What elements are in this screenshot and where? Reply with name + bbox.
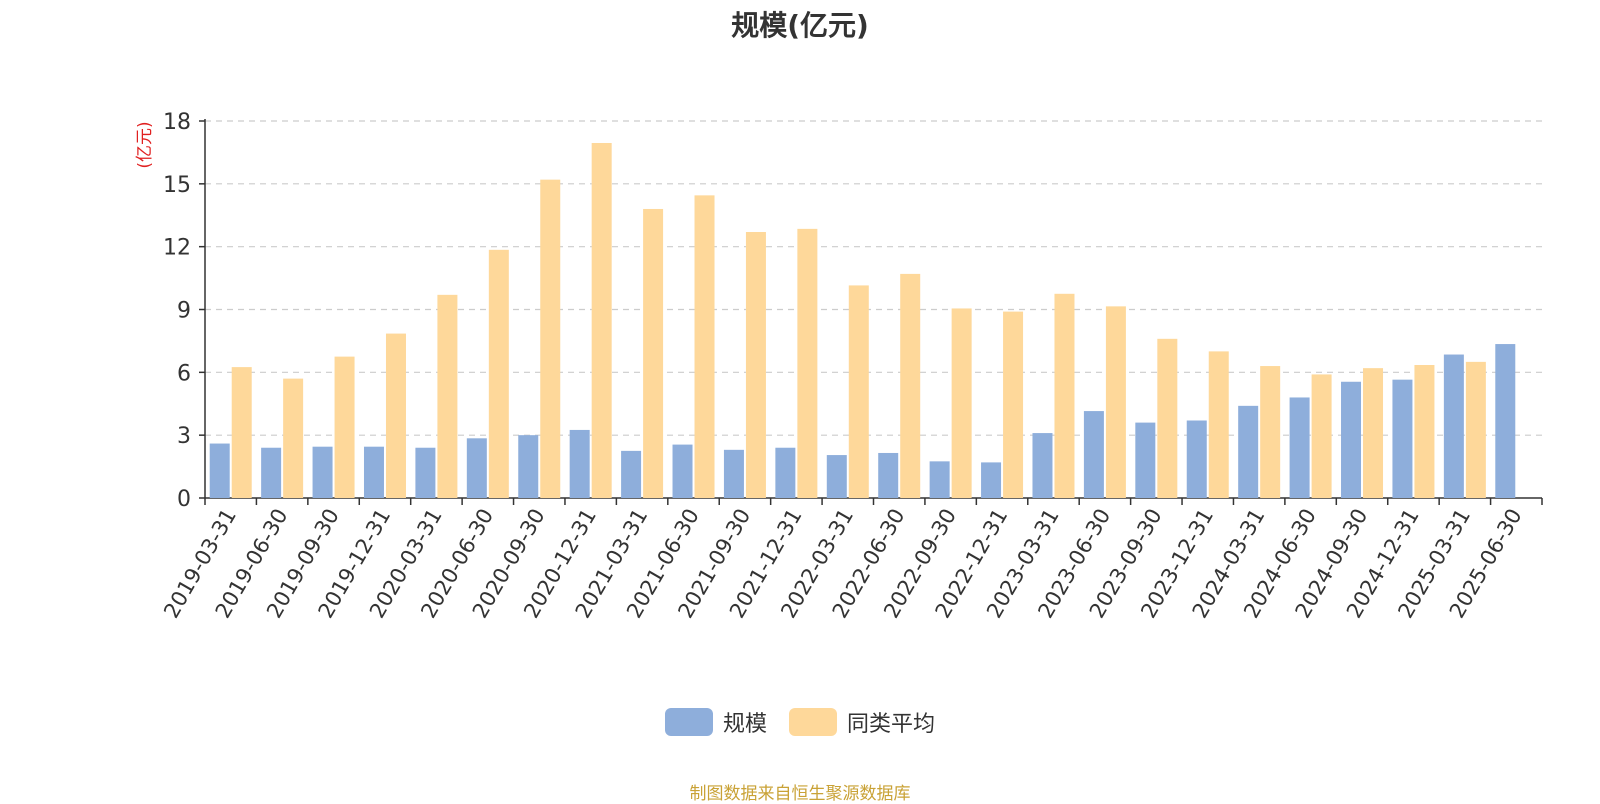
bar-scale-2025-06-30 xyxy=(1495,344,1516,498)
y-tick-label-0: 0 xyxy=(177,487,191,512)
bar-scale-2025-03-31 xyxy=(1443,354,1464,498)
y-tick-label-5: 15 xyxy=(163,173,191,198)
y-tick-label-6: 18 xyxy=(163,110,191,135)
bar-peer-average-2024-06-30 xyxy=(1311,374,1332,498)
y-tick-label-2: 6 xyxy=(177,361,191,386)
bar-peer-average-2020-12-31 xyxy=(591,142,612,498)
y-tick-label-4: 12 xyxy=(163,236,191,261)
bar-chart: 0369121518(亿元)2019-03-312019-06-302019-0… xyxy=(135,110,1543,622)
bar-scale-2020-12-31 xyxy=(569,429,590,498)
bar-peer-average-2023-06-30 xyxy=(1105,306,1126,498)
bar-peer-average-2019-09-30 xyxy=(334,356,355,498)
bar-peer-average-2023-12-31 xyxy=(1208,351,1229,498)
bar-peer-average-2019-06-30 xyxy=(283,378,304,498)
bar-scale-2022-09-30 xyxy=(929,461,950,498)
y-tick-label-1: 3 xyxy=(177,424,191,449)
bar-peer-average-2023-09-30 xyxy=(1157,338,1178,498)
bar-scale-2022-06-30 xyxy=(878,452,899,498)
bar-scale-2019-03-31 xyxy=(209,443,230,498)
bar-peer-average-2020-06-30 xyxy=(488,249,509,498)
bar-peer-average-2021-12-31 xyxy=(797,228,818,498)
bar-scale-2020-06-30 xyxy=(466,438,487,498)
bar-peer-average-2022-03-31 xyxy=(848,285,869,498)
legend-swatch-peer-average xyxy=(789,708,837,736)
bar-peer-average-2022-06-30 xyxy=(900,273,921,498)
bar-peer-average-2022-12-31 xyxy=(1003,311,1024,498)
chart-title: 规模(亿元) xyxy=(731,9,869,42)
legend-item-peer-average[interactable]: 同类平均 xyxy=(789,706,935,738)
bar-scale-2019-12-31 xyxy=(363,446,384,498)
bar-peer-average-2021-03-31 xyxy=(643,208,664,498)
bar-scale-2024-09-30 xyxy=(1341,381,1362,498)
bar-peer-average-2024-12-31 xyxy=(1414,365,1435,498)
bar-scale-2023-09-30 xyxy=(1135,422,1156,498)
bar-peer-average-2025-03-31 xyxy=(1465,361,1486,498)
legend-label-scale: 规模 xyxy=(722,712,767,737)
legend: 规模 同类平均 xyxy=(0,706,1600,738)
bar-scale-2024-06-30 xyxy=(1289,397,1310,498)
bar-scale-2023-06-30 xyxy=(1083,411,1104,498)
bar-scale-2021-03-31 xyxy=(621,450,642,498)
bar-peer-average-2022-09-30 xyxy=(951,308,972,498)
y-axis-label: (亿元) xyxy=(135,121,155,168)
legend-item-scale[interactable]: 规模 xyxy=(664,706,767,738)
bar-scale-2022-03-31 xyxy=(826,455,847,498)
bar-peer-average-2024-09-30 xyxy=(1363,368,1384,498)
bar-scale-2024-12-31 xyxy=(1392,379,1413,498)
bar-peer-average-2019-03-31 xyxy=(231,367,252,498)
bar-scale-2022-12-31 xyxy=(981,462,1002,498)
source-note: 制图数据来自恒生聚源数据库 xyxy=(689,784,911,804)
bar-peer-average-2020-03-31 xyxy=(437,294,458,498)
bar-peer-average-2020-09-30 xyxy=(540,179,561,498)
bar-scale-2019-06-30 xyxy=(261,447,282,498)
bar-scale-2021-12-31 xyxy=(775,447,796,498)
bar-scale-2024-03-31 xyxy=(1238,405,1259,498)
y-tick-label-3: 9 xyxy=(177,299,191,324)
bar-peer-average-2019-12-31 xyxy=(385,333,406,498)
bar-peer-average-2023-03-31 xyxy=(1054,293,1075,498)
bar-scale-2021-09-30 xyxy=(723,449,744,498)
bar-peer-average-2021-09-30 xyxy=(745,232,766,498)
bar-scale-2023-03-31 xyxy=(1032,433,1053,498)
bar-scale-2020-09-30 xyxy=(518,435,539,498)
bar-scale-2023-12-31 xyxy=(1186,420,1207,498)
bar-scale-2020-03-31 xyxy=(415,447,436,498)
legend-swatch-scale xyxy=(664,708,713,736)
legend-label-peer-average: 同类平均 xyxy=(847,712,936,737)
bar-scale-2019-09-30 xyxy=(312,446,333,498)
bar-peer-average-2024-03-31 xyxy=(1260,366,1281,498)
bar-peer-average-2021-06-30 xyxy=(694,195,715,498)
bar-scale-2021-06-30 xyxy=(672,444,693,498)
